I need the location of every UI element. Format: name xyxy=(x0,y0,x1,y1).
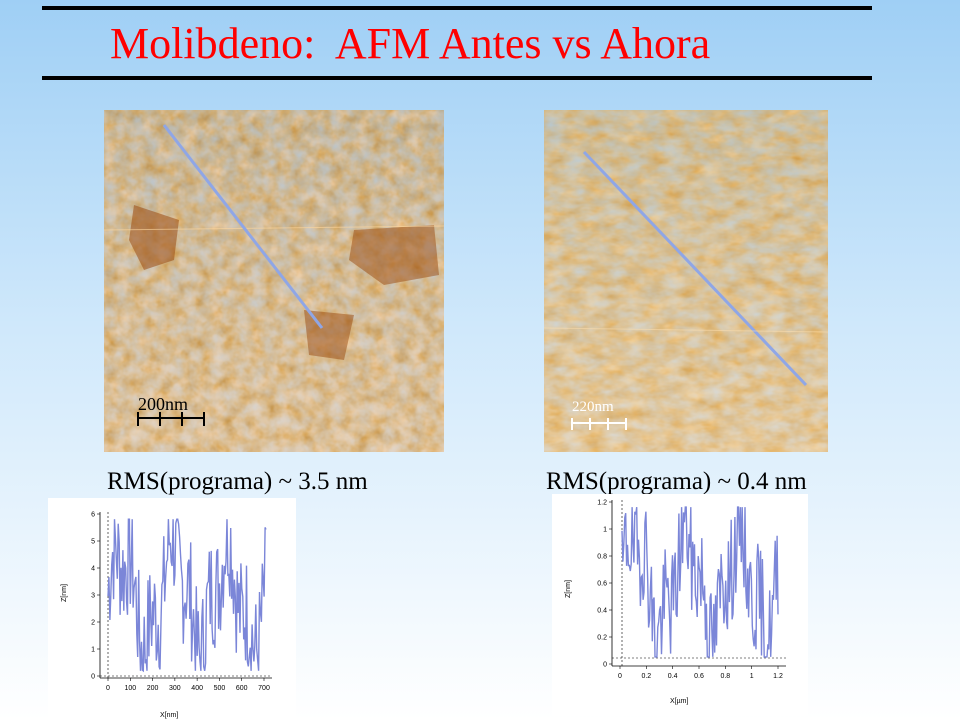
y-tick-label: 0.8 xyxy=(597,554,607,561)
y-tick-label: 0 xyxy=(91,674,95,681)
x-tick-label: 300 xyxy=(169,685,181,692)
y-tick-label: 3 xyxy=(91,593,95,600)
afm-image-antes: 200nm xyxy=(104,110,444,452)
y-tick-label: 0.6 xyxy=(597,581,607,588)
y-tick-label: 0 xyxy=(603,662,607,669)
x-tick-label: 600 xyxy=(236,685,248,692)
y-tick-label: 1.2 xyxy=(597,500,607,507)
profile-plot-ahora: 0 0.2 0.4 0.6 0.8 1 1.2 0 0.2 0.4 0.6 0.8 1 1.2 Z[nm]… xyxy=(552,494,808,716)
afm-image-ahora: 220nm xyxy=(544,110,828,452)
x-tick-label: 500 xyxy=(214,685,226,692)
x-tick-label: 0 xyxy=(106,685,110,692)
scale-bar-label: 220nm xyxy=(572,399,614,415)
profile-line-antes xyxy=(162,124,324,329)
y-tick-label: 6 xyxy=(91,512,95,519)
rms-antes-label: RMS(programa) ~ 3.5 nm xyxy=(107,468,368,495)
y-axis-label: Z[nm] xyxy=(565,580,572,598)
scale-bar-label: 200nm xyxy=(138,394,189,414)
y-axis-label: Z[nm] xyxy=(61,584,68,602)
x-tick-label: 1 xyxy=(750,673,754,680)
x-tick-label: 100 xyxy=(124,685,136,692)
y-tick-label: 5 xyxy=(91,539,95,546)
y-tick-label: 4 xyxy=(91,566,95,573)
y-tick-label: 1 xyxy=(603,527,607,534)
x-tick-label: 1.2 xyxy=(773,673,783,680)
x-tick-label: 400 xyxy=(191,685,203,692)
x-axis-label: X[nm] xyxy=(160,712,178,719)
title-rule-top xyxy=(42,6,872,10)
y-tick-label: 2 xyxy=(91,620,95,627)
x-tick-label: 0.2 xyxy=(641,673,651,680)
x-tick-label: 0.8 xyxy=(720,673,730,680)
profile-plot-antes: 0 100 200 300 400 500 600 700 0 1 2 3 4 5 6 Z[nm] X[nm… xyxy=(48,498,296,720)
title-rule-bottom xyxy=(42,76,872,80)
x-axis-label: X[µm] xyxy=(670,698,688,705)
profile-curve-antes xyxy=(107,518,267,673)
rms-ahora-label: RMS(programa) ~ 0.4 nm xyxy=(546,468,807,495)
x-tick-label: 0.6 xyxy=(694,673,704,680)
y-tick-label: 0.2 xyxy=(597,635,607,642)
y-tick-label: 1 xyxy=(91,647,95,654)
profile-curve-ahora xyxy=(621,506,779,658)
x-tick-label: 0 xyxy=(618,673,622,680)
slide-title: Molibdeno: AFM Antes vs Ahora xyxy=(110,19,711,68)
x-tick-label: 200 xyxy=(147,685,159,692)
x-tick-label: 0.4 xyxy=(668,673,678,680)
x-tick-label: 700 xyxy=(258,685,270,692)
y-tick-label: 0.4 xyxy=(597,608,607,615)
profile-line-ahora xyxy=(582,150,808,387)
